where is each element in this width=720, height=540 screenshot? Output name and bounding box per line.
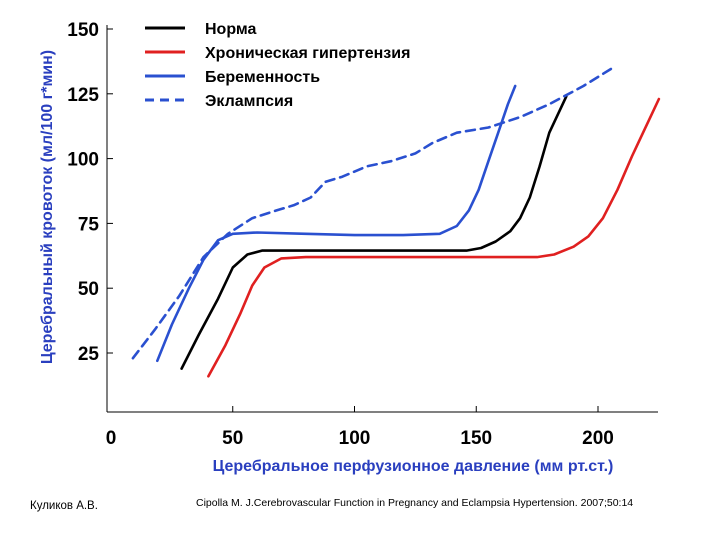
series-line-3 [131,66,614,360]
source-citation: Cipolla M. J.Cerebrovascular Function in… [196,497,634,509]
y-axis-label: Церебральный кровоток (мл/100 г*мин) [39,50,56,364]
y-tick-marks [107,28,113,354]
legend-label-1: Хроническая гипертензия [205,45,410,62]
x-tick-marks [232,406,599,412]
y-tick-labels: 25 50 75 100 125 150 [67,20,99,365]
series-line-2 [156,84,517,363]
x-tick-label: 50 [222,428,243,449]
legend-label-3: Эклампсия [205,93,293,110]
y-tick-label: 125 [67,85,99,106]
x-tick-label: 150 [460,428,492,449]
y-tick-label: 50 [78,279,99,300]
y-tick-label: 75 [78,214,100,235]
x-tick-label: 0 [106,428,117,449]
x-tick-label: 200 [582,428,614,449]
x-axis-label: Церебральное перфузионное давление (мм р… [213,458,614,475]
y-tick-label: 25 [78,344,100,365]
legend: Норма Хроническая гипертензия Беременность… [145,21,410,110]
author-credit: Куликов А.В. [30,500,98,512]
x-tick-labels: 0 50 100 150 200 [106,428,614,449]
legend-label-2: Беременность [205,69,320,86]
y-tick-label: 150 [67,20,99,41]
x-tick-label: 100 [339,428,371,449]
y-tick-label: 100 [67,150,99,171]
legend-label-0: Норма [205,21,257,38]
series-line-1 [207,97,661,378]
series-line-0 [180,95,568,370]
series-lines [131,66,661,378]
